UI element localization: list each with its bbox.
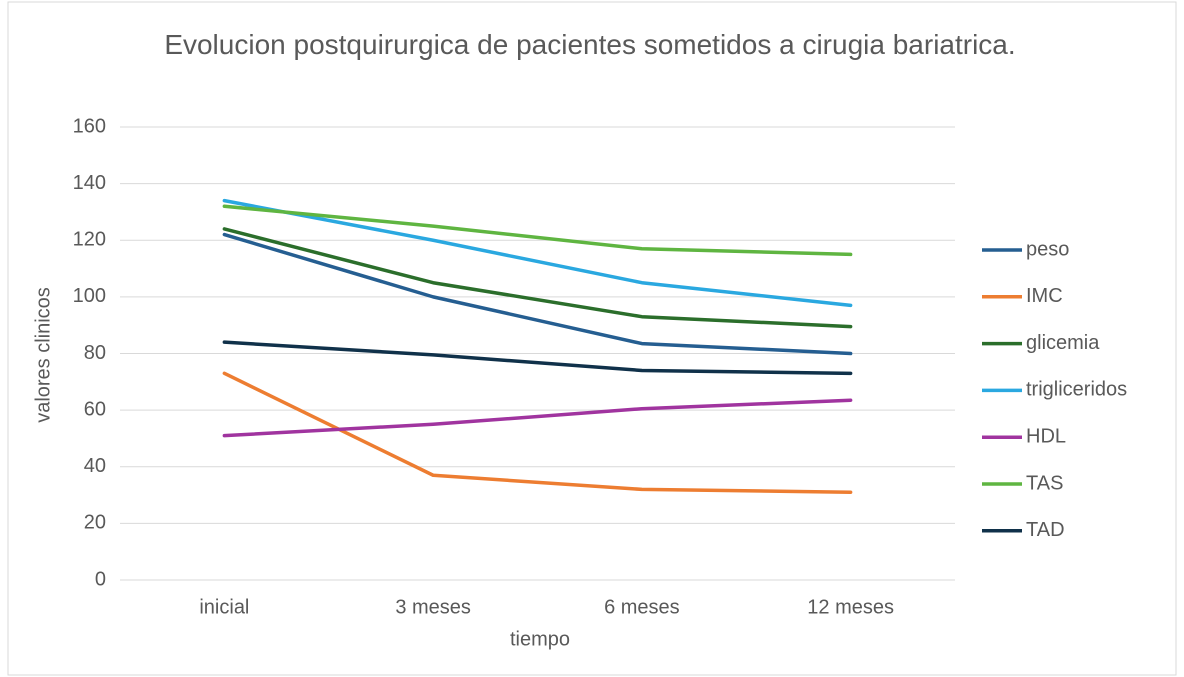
legend-label: peso bbox=[1026, 238, 1069, 260]
chart-border bbox=[7, 1, 1177, 676]
series-line bbox=[222, 227, 853, 329]
legend-label: TAS bbox=[1026, 472, 1063, 494]
y-tick-label: 80 bbox=[84, 342, 106, 364]
legend-label: trigliceridos bbox=[1026, 379, 1127, 401]
y-tick-label: 120 bbox=[73, 229, 106, 251]
series-line bbox=[222, 204, 853, 257]
series-line bbox=[222, 340, 853, 376]
series-line bbox=[222, 232, 853, 356]
legend-label: IMC bbox=[1026, 285, 1063, 307]
y-tick-label: 40 bbox=[84, 455, 106, 477]
y-tick-label: 160 bbox=[73, 115, 106, 137]
y-tick-label: 100 bbox=[73, 285, 106, 307]
legend-label: TAD bbox=[1026, 519, 1065, 541]
legend-label: glicemia bbox=[1026, 332, 1100, 354]
x-tick-label: 3 meses bbox=[395, 596, 471, 618]
y-axis-label: valores clinicos bbox=[32, 287, 54, 423]
y-tick-label: 0 bbox=[95, 568, 106, 590]
x-axis-label: tiempo bbox=[510, 628, 570, 650]
y-tick-label: 140 bbox=[73, 172, 106, 194]
series-line bbox=[222, 198, 853, 308]
x-tick-label: 6 meses bbox=[604, 596, 680, 618]
x-tick-label: inicial bbox=[199, 596, 249, 618]
y-tick-label: 20 bbox=[84, 512, 106, 534]
series-line bbox=[222, 371, 853, 494]
series-line bbox=[222, 398, 853, 438]
chart-title: Evolucion postquirurgica de pacientes so… bbox=[164, 29, 1016, 60]
x-tick-label: 12 meses bbox=[807, 596, 894, 618]
y-tick-label: 60 bbox=[84, 398, 106, 420]
legend-label: HDL bbox=[1026, 425, 1066, 447]
